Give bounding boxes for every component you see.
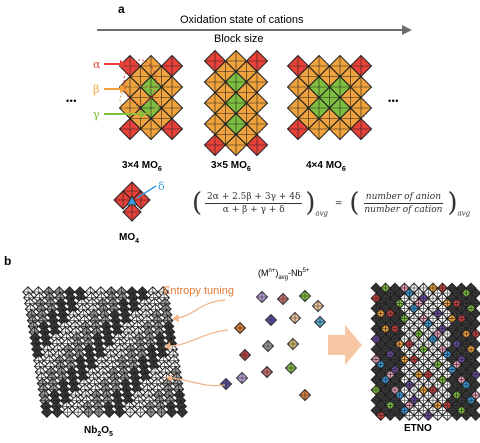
arrow-label-block-size: Block size <box>214 33 264 45</box>
block-4x4-label: 4×4 MO6 <box>306 160 346 173</box>
nb2o5-label: Nb2O5 <box>84 425 113 438</box>
eq-avg-right: avg <box>457 209 471 218</box>
entropy-arrow-head <box>172 314 179 322</box>
alpha-site-highlight <box>123 59 157 105</box>
ellipsis-right: • • • <box>388 96 399 106</box>
tetrahedron <box>126 195 138 206</box>
eq-numerator: 2α + 2.5β + 3γ + 4δ <box>205 191 303 204</box>
beta-site-highlight <box>119 85 161 115</box>
eq-equals: = <box>334 198 343 209</box>
entropy-arrow-head <box>166 374 172 382</box>
delta-arrow <box>136 185 157 199</box>
panel-a-label: a <box>118 2 125 16</box>
site-gamma-label: γ <box>93 108 100 121</box>
eq-avg-left: avg <box>315 209 329 218</box>
block-3x5-label: 3×5 MO6 <box>211 160 251 173</box>
arrow-label-oxidation: Oxidation state of cations <box>180 14 304 26</box>
entropy-arrow <box>171 377 226 387</box>
tetrahedral-label: MO4 <box>119 232 140 245</box>
block-3x4-label: 3×4 MO6 <box>122 160 162 173</box>
site-beta-label: β <box>93 83 100 96</box>
etno-label: ETNO <box>404 423 432 434</box>
ellipsis-left: • • • <box>66 96 77 106</box>
transition-arrow <box>328 325 362 365</box>
panel-b-label: b <box>4 254 12 268</box>
site-delta-label: δ <box>158 180 165 193</box>
site-alpha-label: α <box>93 58 101 71</box>
beta-arrow-head <box>120 85 127 93</box>
cation-formula: (Mn+)avg-Nb5+ <box>258 268 310 281</box>
stoichiometry-equation: ( 2α + 2.5β + 3γ + 4δ α + β + γ + δ )avg… <box>192 188 471 218</box>
eq-rhs-denominator: number of cation <box>364 204 443 215</box>
eq-rhs-numerator: number of anion <box>363 191 444 204</box>
alpha-arrow-head <box>120 60 127 68</box>
entropy-arrow <box>169 329 229 347</box>
entropy-arrow-head <box>164 342 171 350</box>
oxidation-arrow-head <box>402 25 412 35</box>
entropy-tuning-label: Entropy tuning <box>163 285 234 297</box>
eq-denominator: α + β + γ + δ <box>222 204 285 215</box>
gamma-arrow-head <box>140 110 147 118</box>
entropy-arrow <box>177 299 226 319</box>
